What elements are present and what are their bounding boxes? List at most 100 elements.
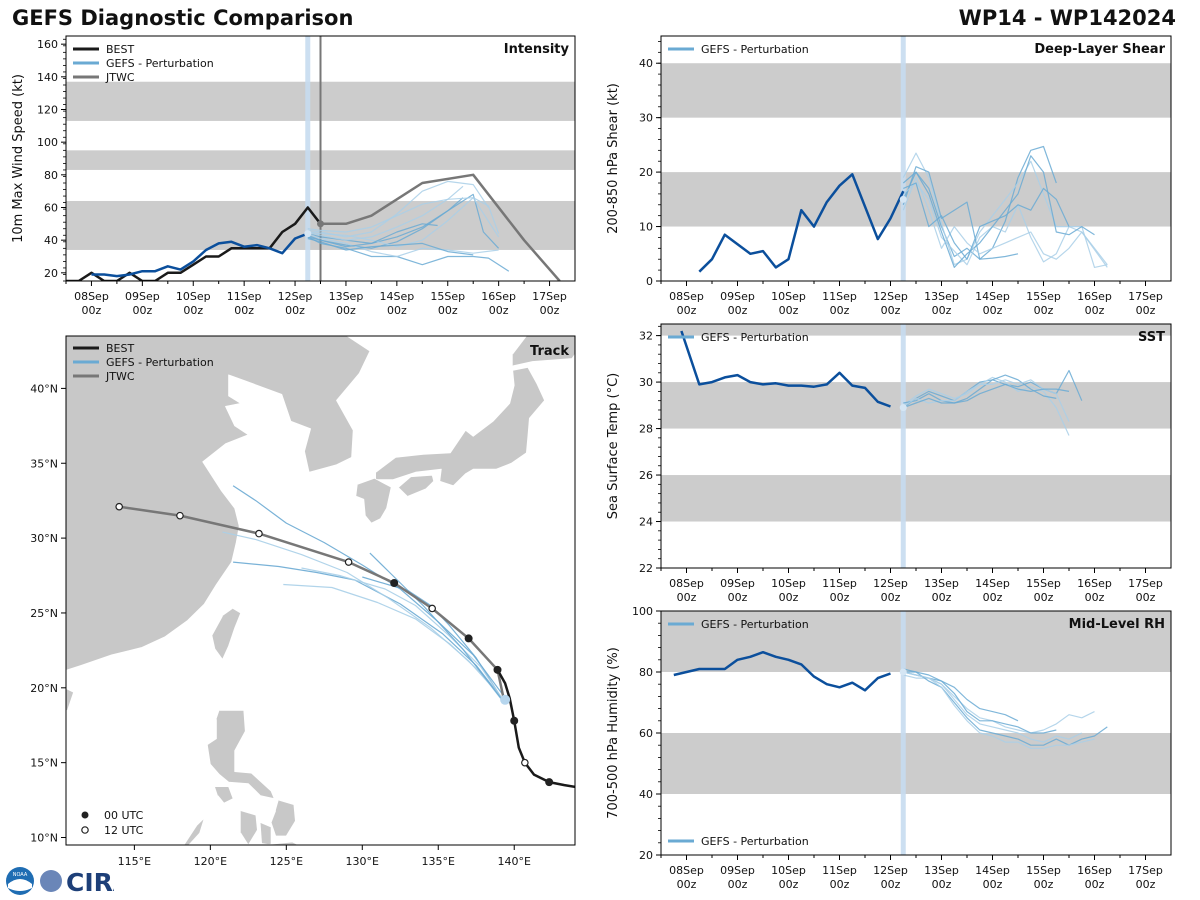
y-tick-label: 35°N bbox=[30, 457, 58, 470]
x-tick-label: 14Sep bbox=[975, 577, 1010, 590]
rh-plot-area bbox=[661, 611, 1171, 855]
x-tick-label: 130°E bbox=[346, 855, 379, 868]
y-tick-label: 32 bbox=[639, 330, 653, 343]
legend-00utc-marker bbox=[81, 811, 89, 819]
x-tick-label-hour: 00z bbox=[1034, 304, 1054, 317]
land-mass bbox=[183, 817, 205, 845]
marker-12utc bbox=[115, 502, 123, 511]
rh-panel: 08Sep00z09Sep00z10Sep00z11Sep00z12Sep00z… bbox=[606, 605, 1172, 891]
land-mass bbox=[260, 822, 272, 845]
land-mass bbox=[356, 477, 392, 524]
x-tick-label: 15Sep bbox=[430, 290, 465, 303]
land-mass bbox=[375, 366, 545, 487]
gefs-member-line bbox=[307, 193, 500, 249]
y-tick-label: 160 bbox=[37, 38, 58, 51]
y-tick-label: 80 bbox=[44, 169, 58, 182]
storm-id-title: WP14 - WP142024 bbox=[958, 6, 1176, 30]
shaded-band bbox=[661, 324, 1171, 336]
x-tick-label-hour: 00z bbox=[983, 304, 1003, 317]
x-tick-label-hour: 00z bbox=[779, 591, 799, 604]
y-tick-label: 20 bbox=[639, 166, 653, 179]
panel-title: Mid-Level RH bbox=[1069, 617, 1165, 632]
plot-frame bbox=[65, 335, 576, 846]
x-tick-label-hour: 00z bbox=[779, 304, 799, 317]
gefs-analysis-line bbox=[698, 173, 905, 273]
gefs-member-line bbox=[903, 668, 1057, 734]
x-tick-label-hour: 00z bbox=[677, 591, 697, 604]
legend-label: GEFS - Perturbation bbox=[701, 43, 809, 56]
marker-00utc bbox=[545, 778, 554, 787]
x-tick-label: 16Sep bbox=[1077, 864, 1112, 877]
legend-label: GEFS - Perturbation bbox=[701, 835, 809, 848]
x-tick-label: 15Sep bbox=[1026, 864, 1061, 877]
y-axis-label: 700-500 hPa Humidity (%) bbox=[606, 647, 621, 819]
y-tick-label: 100 bbox=[37, 136, 58, 149]
init-marker bbox=[899, 195, 907, 203]
init-position-marker bbox=[500, 694, 511, 705]
x-tick-label: 13Sep bbox=[924, 864, 959, 877]
legend-label: BEST bbox=[106, 43, 134, 56]
x-tick-label-hour: 00z bbox=[183, 304, 203, 317]
y-tick-label: 40 bbox=[639, 788, 653, 801]
gefs-member-line bbox=[903, 383, 1070, 409]
x-tick-label: 11Sep bbox=[822, 290, 857, 303]
y-tick-label: 22 bbox=[639, 562, 653, 575]
shaded-band bbox=[661, 63, 1171, 118]
init-time-line bbox=[305, 36, 311, 281]
y-tick-label: 40 bbox=[639, 57, 653, 70]
init-marker bbox=[899, 404, 907, 412]
track-panel: 115°E 120°E 125°E 130°E 135°E 140°E 10°N 15°N 20… bbox=[30, 335, 576, 868]
y-tick-label: 30 bbox=[639, 112, 653, 125]
y-tick-label: 120 bbox=[37, 104, 58, 117]
x-tick-label: 17Sep bbox=[532, 290, 567, 303]
x-tick-label-hour: 00z bbox=[728, 878, 748, 891]
gefs-member-line bbox=[307, 185, 464, 241]
y-axis-label: Sea Surface Temp (°C) bbox=[606, 373, 621, 520]
init-time-line bbox=[900, 36, 906, 281]
x-tick-label-hour: 00z bbox=[540, 304, 560, 317]
x-tick-label: 12Sep bbox=[873, 864, 908, 877]
gefs-member-line bbox=[903, 182, 1070, 260]
gefs-member-track bbox=[232, 485, 508, 701]
shear-panel: 08Sep00z09Sep00z10Sep00z11Sep00z12Sep00z… bbox=[606, 35, 1172, 317]
shaded-band bbox=[661, 611, 1171, 672]
jtwc-init-marker bbox=[317, 220, 324, 228]
shaded-band bbox=[661, 382, 1171, 429]
panel-title: Intensity bbox=[504, 42, 570, 57]
marker-12utc bbox=[428, 604, 436, 613]
panel-title: Track bbox=[530, 344, 569, 359]
x-tick-label: 09Sep bbox=[720, 290, 755, 303]
shaded-band bbox=[661, 475, 1171, 522]
gefs-member-line bbox=[902, 152, 1108, 268]
legend-12utc-marker bbox=[81, 826, 89, 834]
x-tick-label-hour: 00z bbox=[983, 878, 1003, 891]
gefs-member-line bbox=[902, 379, 1070, 422]
x-tick-label-hour: 00z bbox=[830, 878, 850, 891]
x-tick-label-hour: 00z bbox=[881, 304, 901, 317]
legend-label: GEFS - Perturbation bbox=[106, 356, 214, 369]
best-track-line bbox=[66, 206, 322, 281]
gefs-member-track bbox=[301, 567, 506, 704]
x-tick-label-hour: 00z bbox=[1034, 591, 1054, 604]
x-tick-label-hour: 00z bbox=[132, 304, 152, 317]
x-tick-label-hour: 00z bbox=[983, 591, 1003, 604]
marker-legend: 00 UTC 12 UTC bbox=[81, 809, 144, 837]
cira-logo: NOAA CIRA bbox=[6, 867, 114, 897]
noaa-logo-text: NOAA bbox=[13, 872, 28, 878]
x-tick-label-hour: 00z bbox=[1034, 878, 1054, 891]
marker-00utc bbox=[390, 579, 399, 588]
x-tick-label: 13Sep bbox=[924, 290, 959, 303]
track-map-area bbox=[66, 336, 575, 845]
gefs-member-line bbox=[307, 233, 499, 258]
gefs-member-line bbox=[902, 155, 1095, 268]
land-mass bbox=[66, 336, 371, 671]
land-mass bbox=[211, 608, 242, 660]
y-tick-label: 20°N bbox=[30, 682, 58, 695]
legend-label: GEFS - Perturbation bbox=[701, 618, 809, 631]
x-tick-label: 125°E bbox=[270, 855, 303, 868]
gefs-analysis-line bbox=[680, 330, 891, 408]
x-tick-label-hour: 00z bbox=[387, 304, 407, 317]
x-tick-label: 135°E bbox=[422, 855, 455, 868]
gefs-member-line bbox=[903, 674, 1083, 743]
y-tick-label: 20 bbox=[639, 849, 653, 862]
